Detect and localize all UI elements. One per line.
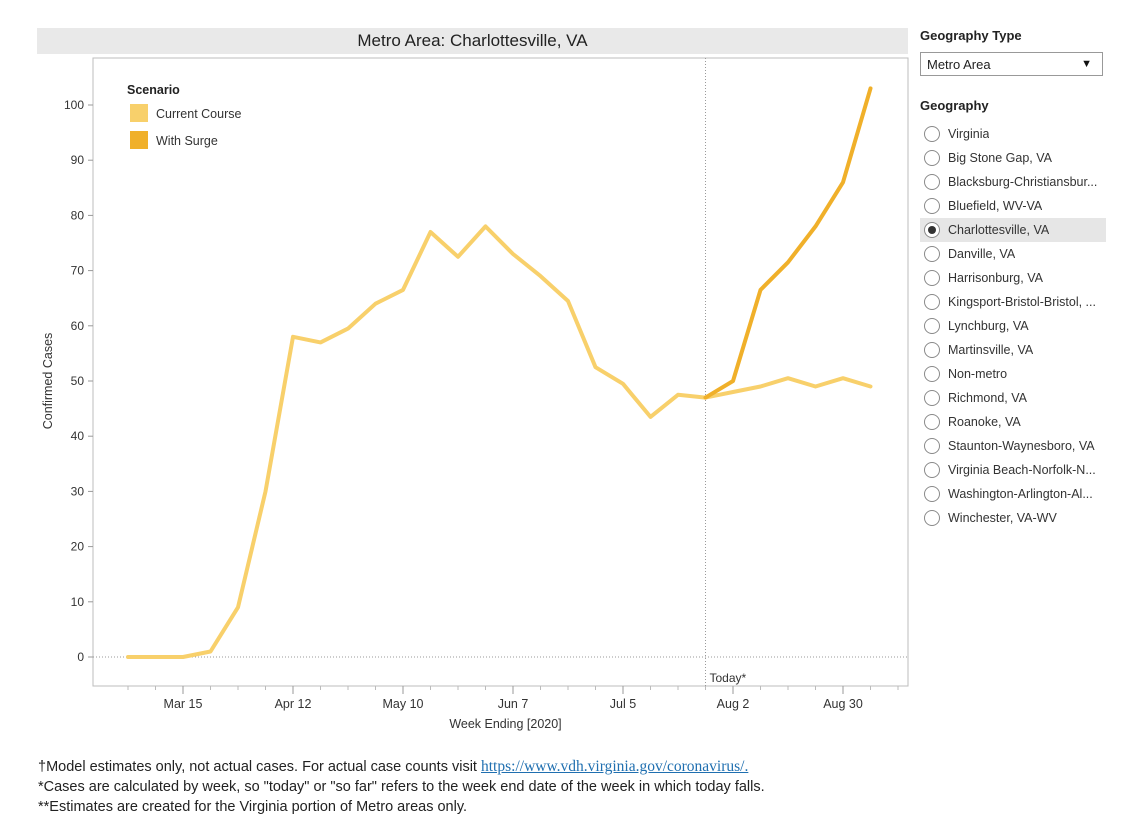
line-chart: Today* 0 10 20 30 40 50 60 70 80 90 100 Mar 15 Apr 12… bbox=[41, 57, 909, 731]
geography-option-label: Danville, VA bbox=[948, 247, 1016, 261]
y-tick-label: 30 bbox=[71, 484, 85, 498]
geography-option-label: Martinsville, VA bbox=[948, 343, 1034, 357]
geography-option[interactable]: Big Stone Gap, VA bbox=[920, 146, 1106, 170]
geography-option[interactable]: Non-metro bbox=[920, 362, 1106, 386]
y-tick-label: 90 bbox=[71, 153, 85, 167]
radio-button[interactable] bbox=[924, 438, 940, 454]
radio-button[interactable] bbox=[924, 246, 940, 262]
radio-button[interactable] bbox=[924, 198, 940, 214]
radio-button[interactable] bbox=[924, 294, 940, 310]
radio-dot bbox=[928, 226, 936, 234]
y-tick-label: 80 bbox=[71, 208, 85, 222]
geography-option-label: Blacksburg-Christiansbur... bbox=[948, 175, 1098, 189]
filter-sidebar: Geography Type Metro Area ▼ Geography Vi… bbox=[920, 28, 1110, 530]
x-tick-label: Apr 12 bbox=[275, 697, 312, 711]
series-line-with-surge bbox=[703, 86, 873, 400]
y-tick-label: 40 bbox=[71, 429, 85, 443]
geography-option[interactable]: Harrisonburg, VA bbox=[920, 266, 1106, 290]
vdh-coronavirus-link[interactable]: https://www.vdh.virginia.gov/coronavirus… bbox=[481, 758, 749, 775]
y-axis-title: Confirmed Cases bbox=[41, 333, 55, 430]
x-tick-label: Aug 2 bbox=[717, 697, 750, 711]
geography-option-label: Lynchburg, VA bbox=[948, 319, 1029, 333]
footnote-3: **Estimates are created for the Virginia… bbox=[38, 799, 468, 815]
y-tick-label: 50 bbox=[71, 374, 85, 388]
geography-type-label: Geography Type bbox=[920, 28, 1022, 43]
radio-button[interactable] bbox=[924, 342, 940, 358]
radio-button[interactable] bbox=[924, 174, 940, 190]
y-tick-label: 60 bbox=[71, 319, 85, 333]
geography-option-label: Big Stone Gap, VA bbox=[948, 151, 1052, 165]
geography-option-label: Winchester, VA-WV bbox=[948, 511, 1057, 525]
radio-button[interactable] bbox=[924, 222, 940, 238]
geography-type-dropdown[interactable]: Metro Area ▼ bbox=[920, 52, 1103, 76]
geography-option-label: Richmond, VA bbox=[948, 391, 1027, 405]
radio-button[interactable] bbox=[924, 414, 940, 430]
y-tick-label: 10 bbox=[71, 595, 85, 609]
geography-option[interactable]: Virginia bbox=[920, 122, 1106, 146]
footnote-2: *Cases are calculated by week, so "today… bbox=[38, 779, 765, 795]
geography-option-label: Washington-Arlington-Al... bbox=[948, 487, 1093, 501]
geography-option[interactable]: Danville, VA bbox=[920, 242, 1106, 266]
geography-option[interactable]: Virginia Beach-Norfolk-N... bbox=[920, 458, 1106, 482]
radio-button[interactable] bbox=[924, 126, 940, 142]
geography-option-label: Staunton-Waynesboro, VA bbox=[948, 439, 1095, 453]
chart-title-bar: Metro Area: Charlottesville, VA bbox=[37, 28, 908, 54]
geography-option-label: Harrisonburg, VA bbox=[948, 271, 1043, 285]
geography-option[interactable]: Bluefield, WV-VA bbox=[920, 194, 1106, 218]
radio-button[interactable] bbox=[924, 390, 940, 406]
geography-option-label: Virginia bbox=[948, 127, 990, 141]
x-tick-label: Aug 30 bbox=[823, 697, 863, 711]
geography-option[interactable]: Blacksburg-Christiansbur... bbox=[920, 170, 1106, 194]
footnote-1-text: †Model estimates only, not actual cases.… bbox=[38, 759, 481, 775]
radio-button[interactable] bbox=[924, 462, 940, 478]
chart-title: Metro Area: Charlottesville, VA bbox=[357, 31, 588, 50]
geography-radio-list: Virginia Big Stone Gap, VA Blacksburg-Chri… bbox=[920, 122, 1110, 530]
geography-option[interactable]: Lynchburg, VA bbox=[920, 314, 1106, 338]
x-tick-label: Jul 5 bbox=[610, 697, 636, 711]
geography-option[interactable]: Staunton-Waynesboro, VA bbox=[920, 434, 1106, 458]
today-label: Today* bbox=[710, 671, 747, 685]
y-tick-label: 20 bbox=[71, 540, 85, 554]
geography-option-label: Virginia Beach-Norfolk-N... bbox=[948, 463, 1096, 477]
caret-down-icon: ▼ bbox=[1081, 58, 1092, 70]
radio-button[interactable] bbox=[924, 270, 940, 286]
y-tick-label: 70 bbox=[71, 264, 85, 278]
legend-label: With Surge bbox=[156, 134, 218, 148]
geography-option[interactable]: Winchester, VA-WV bbox=[920, 506, 1106, 530]
geography-option[interactable]: Charlottesville, VA bbox=[920, 218, 1106, 242]
y-tick-label: 0 bbox=[77, 650, 84, 664]
series-line-current-course bbox=[126, 224, 873, 659]
legend-label: Current Course bbox=[156, 107, 241, 121]
geography-option[interactable]: Martinsville, VA bbox=[920, 338, 1106, 362]
x-tick-label: Mar 15 bbox=[164, 697, 203, 711]
geography-option[interactable]: Kingsport-Bristol-Bristol, ... bbox=[920, 290, 1106, 314]
x-axis-title: Week Ending [2020] bbox=[449, 717, 561, 731]
footnotes: †Model estimates only, not actual cases.… bbox=[38, 757, 765, 817]
x-tick-label: Jun 7 bbox=[498, 697, 529, 711]
radio-button[interactable] bbox=[924, 486, 940, 502]
geography-label: Geography bbox=[920, 98, 989, 113]
legend-swatch bbox=[130, 104, 148, 122]
geography-option-label: Non-metro bbox=[948, 367, 1008, 381]
radio-button[interactable] bbox=[924, 510, 940, 526]
geography-option[interactable]: Washington-Arlington-Al... bbox=[920, 482, 1106, 506]
geography-option-label: Charlottesville, VA bbox=[948, 223, 1050, 237]
legend-title: Scenario bbox=[127, 83, 180, 97]
y-tick-label: 100 bbox=[64, 98, 84, 112]
geography-type-value: Metro Area bbox=[927, 56, 991, 72]
x-tick-label: May 10 bbox=[383, 697, 424, 711]
geography-option-label: Roanoke, VA bbox=[948, 415, 1021, 429]
geography-option-label: Bluefield, WV-VA bbox=[948, 199, 1043, 213]
geography-option[interactable]: Richmond, VA bbox=[920, 386, 1106, 410]
geography-option-label: Kingsport-Bristol-Bristol, ... bbox=[948, 295, 1096, 309]
radio-button[interactable] bbox=[924, 150, 940, 166]
legend-swatch bbox=[130, 131, 148, 149]
radio-button[interactable] bbox=[924, 318, 940, 334]
footnote-1: †Model estimates only, not actual cases.… bbox=[38, 757, 765, 777]
geography-option[interactable]: Roanoke, VA bbox=[920, 410, 1106, 434]
plot-area bbox=[92, 57, 909, 687]
radio-button[interactable] bbox=[924, 366, 940, 382]
